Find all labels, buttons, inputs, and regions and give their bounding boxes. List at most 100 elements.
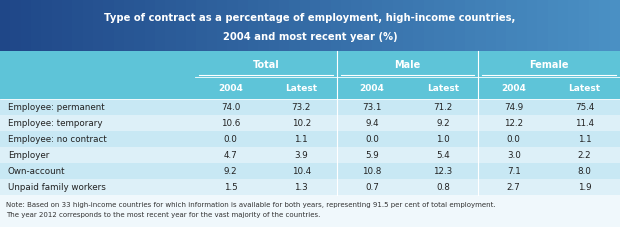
Bar [476, 0, 487, 52]
Bar [113, 0, 125, 52]
Text: Total: Total [252, 60, 279, 70]
Bar [527, 0, 538, 52]
Bar [392, 0, 404, 52]
Text: 71.2: 71.2 [433, 103, 453, 112]
Bar [0, 147, 620, 163]
Text: 0.0: 0.0 [365, 135, 379, 144]
Bar [414, 0, 425, 52]
Bar [589, 0, 600, 52]
Bar [166, 0, 177, 52]
Text: 3.9: 3.9 [294, 151, 308, 160]
Bar [11, 0, 22, 52]
Text: 1.3: 1.3 [294, 183, 308, 192]
Bar [321, 0, 332, 52]
Text: 5.4: 5.4 [436, 151, 449, 160]
Bar [507, 0, 518, 52]
Bar [352, 0, 363, 52]
Text: 7.1: 7.1 [507, 167, 521, 176]
Text: 0.7: 0.7 [365, 183, 379, 192]
Text: Latest: Latest [569, 84, 601, 93]
Bar [0, 78, 620, 100]
Bar [20, 0, 32, 52]
Bar [0, 100, 620, 116]
Bar [372, 0, 383, 52]
Bar [0, 195, 620, 227]
Bar [217, 0, 228, 52]
Text: 73.1: 73.1 [363, 103, 382, 112]
Bar [268, 0, 280, 52]
Text: 9.2: 9.2 [224, 167, 237, 176]
Text: 2004: 2004 [218, 84, 243, 93]
Text: 10.2: 10.2 [291, 119, 311, 128]
Bar [155, 0, 166, 52]
Text: 0.8: 0.8 [436, 183, 450, 192]
Bar [361, 0, 373, 52]
Text: 73.2: 73.2 [291, 103, 311, 112]
Text: 9.4: 9.4 [365, 119, 379, 128]
Bar [82, 0, 94, 52]
Text: 74.9: 74.9 [504, 103, 523, 112]
Text: Own-account: Own-account [8, 167, 66, 176]
Bar [104, 0, 115, 52]
Bar [248, 0, 259, 52]
Text: Employee: temporary: Employee: temporary [8, 119, 102, 128]
Bar [330, 0, 342, 52]
Text: 11.4: 11.4 [575, 119, 594, 128]
Bar [144, 0, 156, 52]
Bar [403, 0, 414, 52]
Bar [465, 0, 476, 52]
Text: 0.0: 0.0 [223, 135, 237, 144]
Bar [0, 0, 11, 52]
Bar [0, 163, 620, 179]
Bar [609, 0, 620, 52]
Text: 1.5: 1.5 [224, 183, 237, 192]
Bar [135, 0, 146, 52]
Text: Employee: no contract: Employee: no contract [8, 135, 107, 144]
Text: 12.3: 12.3 [433, 167, 453, 176]
Text: 10.4: 10.4 [291, 167, 311, 176]
Text: 2004 and most recent year (%): 2004 and most recent year (%) [223, 32, 397, 42]
Bar [538, 0, 549, 52]
Text: Male: Male [394, 60, 420, 70]
Bar [600, 0, 611, 52]
Bar [197, 0, 208, 52]
Bar [124, 0, 135, 52]
Bar [310, 0, 620, 52]
Text: 2.7: 2.7 [507, 183, 521, 192]
Text: 1.1: 1.1 [578, 135, 591, 144]
Bar [0, 179, 620, 195]
Bar [0, 116, 620, 131]
Bar [496, 0, 507, 52]
Bar [558, 0, 569, 52]
Bar [485, 0, 497, 52]
Text: 12.2: 12.2 [504, 119, 523, 128]
Bar [206, 0, 218, 52]
Bar [547, 0, 559, 52]
Text: 10.6: 10.6 [221, 119, 240, 128]
Bar [341, 0, 352, 52]
Text: 1.1: 1.1 [294, 135, 308, 144]
Text: Latest: Latest [285, 84, 317, 93]
Bar [237, 0, 249, 52]
Text: 1.0: 1.0 [436, 135, 449, 144]
Bar [578, 0, 590, 52]
Bar [516, 0, 528, 52]
Text: 8.0: 8.0 [578, 167, 591, 176]
Text: 2004: 2004 [360, 84, 384, 93]
Bar [175, 0, 187, 52]
Text: 4.7: 4.7 [224, 151, 237, 160]
Bar [259, 0, 270, 52]
Text: The year 2012 corresponds to the most recent year for the vast majority of the c: The year 2012 corresponds to the most re… [6, 211, 321, 217]
Text: Type of contract as a percentage of employment, high-income countries,: Type of contract as a percentage of empl… [104, 13, 516, 23]
Bar [0, 131, 620, 147]
Bar [445, 0, 456, 52]
Bar [51, 0, 63, 52]
Bar [383, 0, 394, 52]
Bar [93, 0, 104, 52]
Bar [290, 0, 301, 52]
Bar [423, 0, 435, 52]
Bar [73, 0, 84, 52]
Bar [62, 0, 73, 52]
Text: 2.2: 2.2 [578, 151, 591, 160]
Bar [0, 0, 310, 52]
